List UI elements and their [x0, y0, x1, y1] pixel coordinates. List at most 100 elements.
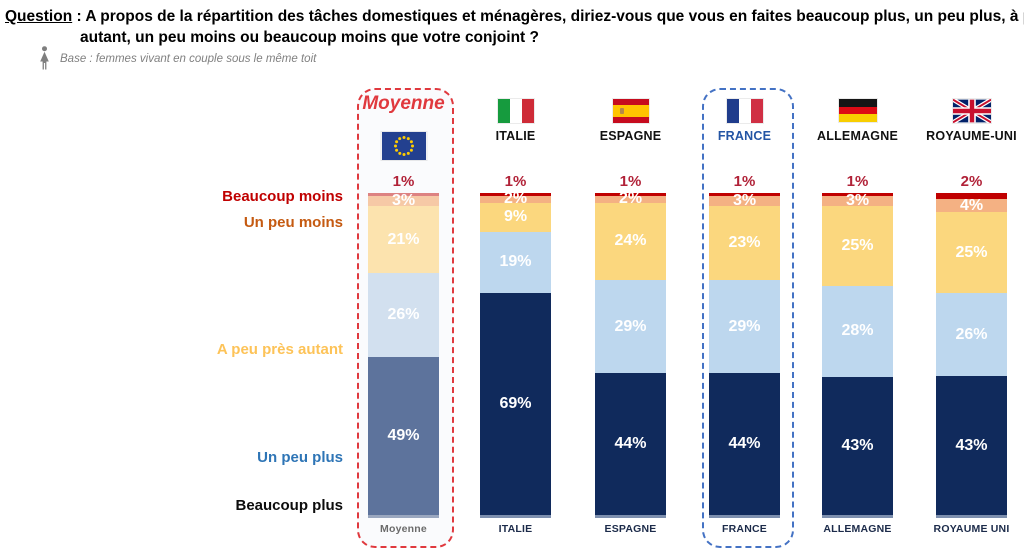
- segment-un-peu-moins: 3%: [368, 192, 439, 210]
- segment-un-peu-plus: 26%: [368, 273, 439, 358]
- question-label: Question: [5, 8, 73, 25]
- stacked-bar: 4% 25% 26% 43%: [936, 193, 1007, 518]
- segment-a-peu-pres-autant: 9%: [480, 202, 551, 232]
- segment-value-label: 4%: [959, 196, 984, 214]
- segment-beaucoup-moins: [480, 193, 551, 197]
- top-value-label: 1%: [392, 173, 415, 190]
- top-value-label: 2%: [960, 173, 983, 190]
- segment-value-label: 29%: [728, 317, 761, 335]
- column-footer-label: ROYAUME UNI: [933, 523, 1010, 535]
- segment-value-label: 44%: [728, 435, 761, 453]
- segment-value-label: 43%: [841, 436, 874, 454]
- question-text: : A propos de la répartition des tâches …: [72, 8, 1024, 46]
- segment-value-label: 29%: [614, 317, 647, 335]
- segment-beaucoup-moins: [595, 193, 666, 197]
- legend-label-4: Un peu plus: [257, 449, 343, 466]
- stacked-bar: 2% 24% 29% 44%: [595, 191, 666, 518]
- segment-value-label: 3%: [845, 192, 870, 210]
- legend-label-2: Un peu moins: [243, 214, 343, 231]
- segment-beaucoup-plus: 44%: [709, 373, 780, 515]
- segment-un-peu-moins: 2%: [595, 191, 666, 207]
- bar-column-royaume_uni: ROYAUME-UNI 2% 4% 25% 26% 43% ROYAUME UNI: [926, 88, 1017, 550]
- segment-value-label: 28%: [841, 322, 874, 340]
- segment-un-peu-plus: 26%: [936, 292, 1007, 377]
- segment-value-label: 25%: [841, 237, 874, 255]
- flag-de-icon: [838, 99, 877, 122]
- bar-column-espagne: ESPAGNE 1% 2% 24% 29% 44% ESPAGNE: [595, 88, 666, 550]
- column-footer-label: ESPAGNE: [604, 523, 657, 535]
- segment-beaucoup-moins: [368, 193, 439, 197]
- segment-beaucoup-plus: 49%: [368, 357, 439, 515]
- segment-value-label: 3%: [732, 192, 757, 210]
- column-footer-label: ITALIE: [498, 523, 533, 535]
- column-header-label: ESPAGNE: [599, 129, 662, 143]
- segment-un-peu-plus: 29%: [595, 279, 666, 374]
- segment-value-label: 2%: [503, 190, 528, 208]
- segment-value-label: 43%: [955, 436, 988, 454]
- bar-column-france: FRANCE 1% 3% 23% 29% 44% FRANCE: [709, 88, 780, 550]
- segment-value-label: 24%: [614, 232, 647, 250]
- flag-es-icon: [612, 99, 649, 123]
- segment-value-label: 23%: [728, 233, 761, 251]
- segment-un-peu-moins: 4%: [936, 196, 1007, 214]
- segment-un-peu-plus: 28%: [822, 286, 893, 377]
- bar-column-allemagne: ALLEMAGNE 1% 3% 25% 28% 43% ALLEMAGNE: [817, 88, 898, 550]
- segment-beaucoup-moins: [709, 193, 780, 197]
- segment-a-peu-pres-autant: 24%: [595, 202, 666, 280]
- legend-label-5: Beaucoup plus: [235, 497, 343, 514]
- column-footer-label: Moyenne: [380, 523, 427, 535]
- bar-column-moyenne: Moyenne 1% 3% 21% 26% 49% Moyenne: [362, 88, 444, 550]
- segment-un-peu-moins: 3%: [822, 192, 893, 210]
- stacked-bar: 3% 21% 26% 49%: [368, 193, 439, 518]
- top-value-label: 1%: [733, 173, 756, 190]
- segment-a-peu-pres-autant: 25%: [822, 205, 893, 287]
- stacked-bar: 3% 25% 28% 43%: [822, 193, 893, 518]
- segment-value-label: 3%: [391, 192, 416, 210]
- segment-beaucoup-moins: [822, 193, 893, 197]
- column-header-label: ALLEMAGNE: [817, 129, 898, 143]
- segment-un-peu-moins: 3%: [709, 192, 780, 210]
- column-header-label: FRANCE: [717, 129, 772, 143]
- column-header-label: ROYAUME-UNI: [926, 129, 1017, 143]
- top-value-label: 1%: [846, 173, 869, 190]
- woman-icon: [38, 46, 51, 70]
- legend-label-3: A peu près autant: [216, 341, 343, 358]
- moyenne-title: Moyenne: [362, 93, 445, 114]
- segment-beaucoup-moins: [936, 193, 1007, 200]
- segment-beaucoup-plus: 69%: [480, 292, 551, 515]
- segment-un-peu-plus: 19%: [480, 231, 551, 293]
- bar-column-italie: ITALIE 1% 2% 9% 19% 69% ITALIE: [480, 88, 551, 550]
- stacked-bar: 3% 23% 29% 44%: [709, 193, 780, 518]
- segment-value-label: 26%: [387, 306, 420, 324]
- segment-value-label: 19%: [499, 253, 532, 271]
- segment-a-peu-pres-autant: 21%: [368, 205, 439, 274]
- stacked-bar: 2% 9% 19% 69%: [480, 191, 551, 518]
- column-footer-label: ALLEMAGNE: [823, 523, 892, 535]
- flag-gb-icon: [952, 99, 991, 123]
- segment-a-peu-pres-autant: 23%: [709, 205, 780, 280]
- question-header: Question : A propos de la répartition de…: [5, 6, 1024, 48]
- flag-fr-icon: [726, 99, 763, 123]
- segment-value-label: 69%: [499, 394, 532, 412]
- top-value-label: 1%: [619, 173, 642, 190]
- segment-value-label: 44%: [614, 435, 647, 453]
- segment-un-peu-moins: 2%: [480, 191, 551, 207]
- france-highlight-box: [702, 88, 794, 548]
- segment-value-label: 21%: [387, 230, 420, 248]
- segment-value-label: 2%: [618, 190, 643, 208]
- segment-un-peu-plus: 29%: [709, 279, 780, 374]
- top-value-label: 1%: [504, 173, 527, 190]
- column-header-label: ITALIE: [495, 129, 536, 143]
- segment-beaucoup-plus: 43%: [936, 376, 1007, 515]
- legend-label-1: Beaucoup moins: [222, 188, 343, 205]
- flag-it-icon: [497, 99, 534, 123]
- segment-a-peu-pres-autant: 25%: [936, 212, 1007, 293]
- segment-value-label: 9%: [503, 208, 528, 226]
- base-note: Base : femmes vivant en couple sous le m…: [60, 53, 317, 65]
- segment-value-label: 49%: [387, 427, 420, 445]
- segment-value-label: 26%: [955, 325, 988, 343]
- flag-eu-icon: [381, 132, 426, 160]
- segment-value-label: 25%: [955, 243, 988, 261]
- segment-beaucoup-plus: 44%: [595, 373, 666, 515]
